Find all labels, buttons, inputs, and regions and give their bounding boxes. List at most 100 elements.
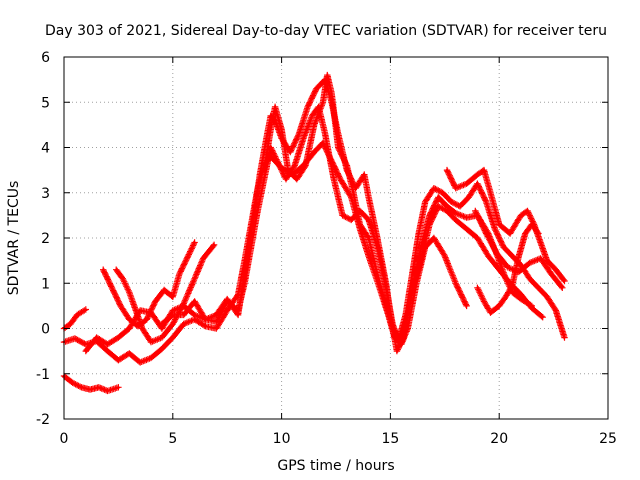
data-point bbox=[149, 340, 153, 344]
data-point bbox=[539, 257, 542, 260]
data-point bbox=[69, 322, 72, 326]
data-point bbox=[467, 196, 470, 199]
data-point bbox=[178, 273, 181, 276]
data-point bbox=[117, 358, 120, 362]
data-point bbox=[476, 236, 479, 240]
data-point bbox=[474, 209, 477, 213]
data-point bbox=[424, 200, 427, 203]
data-point bbox=[149, 356, 153, 360]
data-point bbox=[284, 177, 288, 181]
data-point bbox=[530, 223, 534, 226]
data-point bbox=[160, 327, 164, 330]
data-point bbox=[352, 191, 355, 194]
data-point bbox=[465, 216, 468, 219]
data-point bbox=[154, 300, 157, 303]
x-axis-label: GPS time / hours bbox=[277, 458, 394, 474]
data-point bbox=[554, 268, 557, 271]
data-point bbox=[295, 177, 299, 181]
data-point bbox=[182, 313, 185, 317]
data-point bbox=[445, 168, 449, 172]
data-point bbox=[138, 361, 142, 364]
data-point bbox=[269, 128, 272, 131]
data-point bbox=[141, 327, 144, 330]
x-tick-label: 15 bbox=[381, 431, 399, 447]
data-point bbox=[160, 347, 164, 351]
data-point bbox=[443, 254, 446, 258]
data-point bbox=[561, 286, 564, 289]
data-point bbox=[519, 293, 523, 296]
data-point bbox=[186, 254, 190, 258]
data-point bbox=[498, 223, 501, 226]
y-tick-label: 0 bbox=[41, 322, 50, 338]
data-point bbox=[432, 236, 436, 240]
data-point bbox=[138, 309, 142, 312]
data-point bbox=[545, 259, 549, 262]
x-tick-label: 10 bbox=[273, 431, 291, 447]
data-point bbox=[182, 302, 185, 305]
data-point bbox=[202, 257, 205, 260]
data-point bbox=[341, 214, 344, 217]
data-point bbox=[437, 205, 440, 208]
data-point bbox=[215, 327, 218, 330]
data-point bbox=[304, 164, 307, 167]
data-point bbox=[171, 336, 174, 339]
data-point bbox=[212, 243, 216, 246]
data-point bbox=[117, 386, 120, 389]
data-point bbox=[128, 352, 131, 355]
data-point bbox=[128, 291, 131, 294]
data-point bbox=[310, 114, 314, 118]
data-point bbox=[545, 295, 549, 299]
data-point bbox=[313, 150, 316, 154]
data-point bbox=[134, 309, 138, 312]
data-point bbox=[397, 336, 401, 339]
data-point bbox=[84, 343, 87, 346]
data-point bbox=[273, 105, 277, 108]
y-tick-label: 5 bbox=[41, 95, 50, 111]
data-point bbox=[498, 268, 501, 271]
data-point bbox=[306, 105, 309, 108]
data-point bbox=[256, 209, 259, 213]
y-axis-label: SDTVAR / TECUs bbox=[6, 181, 22, 296]
data-point bbox=[101, 268, 105, 271]
data-point bbox=[432, 187, 436, 190]
data-point bbox=[519, 263, 523, 267]
data-point bbox=[280, 128, 283, 131]
data-point bbox=[330, 92, 333, 95]
x-tick-label: 0 bbox=[60, 431, 69, 447]
data-point bbox=[321, 101, 325, 104]
data-point bbox=[110, 286, 114, 289]
data-point bbox=[204, 325, 207, 328]
data-point bbox=[171, 322, 174, 326]
data-point bbox=[528, 277, 531, 280]
data-point bbox=[236, 309, 240, 312]
x-tick-label: 20 bbox=[490, 431, 508, 447]
data-point bbox=[397, 340, 401, 344]
data-point bbox=[476, 286, 479, 289]
data-point bbox=[323, 132, 327, 136]
data-point bbox=[226, 309, 229, 312]
y-tick-label: 4 bbox=[41, 141, 50, 157]
data-point bbox=[454, 187, 457, 190]
data-point bbox=[345, 164, 349, 167]
data-point bbox=[75, 313, 79, 317]
data-point bbox=[262, 168, 266, 172]
data-point bbox=[528, 261, 531, 265]
data-point bbox=[350, 218, 353, 222]
data-point bbox=[88, 388, 92, 391]
series-pass-f bbox=[113, 241, 218, 346]
data-point bbox=[171, 309, 174, 312]
x-tick-label: 25 bbox=[599, 431, 617, 447]
series-pass-k bbox=[472, 207, 566, 291]
data-point bbox=[243, 282, 246, 285]
data-point bbox=[204, 318, 207, 321]
data-point bbox=[537, 232, 540, 235]
data-point bbox=[297, 132, 301, 136]
data-point bbox=[441, 191, 444, 194]
data-point bbox=[454, 211, 457, 215]
data-point bbox=[363, 173, 366, 176]
data-point bbox=[367, 218, 370, 222]
data-point bbox=[119, 304, 122, 308]
data-point bbox=[517, 254, 520, 258]
data-point bbox=[160, 336, 164, 339]
data-point bbox=[482, 168, 486, 172]
